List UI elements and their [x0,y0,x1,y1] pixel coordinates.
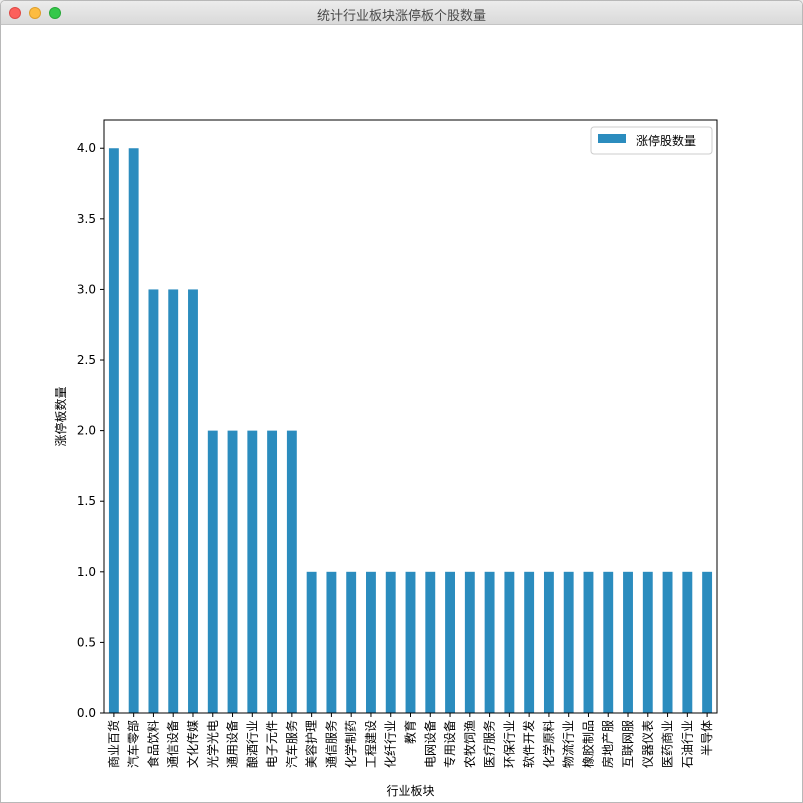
x-tick-label: 医药商业 [660,720,675,768]
bar-2 [148,289,159,713]
legend-box [590,126,713,155]
y-tick-label: 3.5 [77,212,96,226]
bar-16 [425,571,436,713]
x-tick-label: 物流行业 [562,720,576,768]
y-axis-label: 涨停板数量 [53,386,68,446]
x-tick-label: 仪器仪表 [641,720,655,768]
x-tick-label: 食品饮料 [145,720,160,768]
x-axis-ticks: 商业百货 汽车零部 食品饮料 通信设备 文化传媒 光学光电 通用设备 酿酒行业 电子元件 汽车服务… [106,713,714,768]
x-axis-label: 行业板块 [386,784,434,798]
bar-23 [563,571,574,713]
bar-19 [484,571,495,713]
x-tick-label: 化学原料 [541,720,556,768]
x-tick-label: 电子元件 [265,720,279,768]
x-tick-label: 农牧饲渔 [463,720,477,768]
legend: 涨停股数量 [590,126,713,155]
bar-9 [286,430,297,713]
x-tick-label: 通信服务 [323,720,338,768]
window-title: 统计行业板块涨停板个股数量 [316,9,486,24]
figure-canvas: 0.0 0.5 1.0 1.5 2.0 2.5 3.0 3.5 4.0 商业百货 汽车零部 食品饮料… [1,25,802,802]
y-tick-label: 0.5 [77,635,96,649]
x-tick-label: 工程建设 [363,720,378,768]
title-bar: 统计行业板块涨停板个股数量 [1,1,802,25]
bar-27 [642,571,653,713]
bar-10 [306,571,317,713]
bar-0 [108,148,119,713]
x-tick-label: 商业百货 [106,720,121,768]
bars-layer [108,148,713,713]
x-tick-label: 汽车服务 [284,720,299,768]
bar-13 [366,571,376,713]
x-tick-label: 美容护理 [304,720,319,768]
y-tick-label: 2.5 [77,353,96,367]
bar-3 [168,289,179,713]
bar-6 [227,430,238,713]
x-tick-label: 石油行业 [680,720,694,768]
y-tick-label: 2.0 [77,424,96,438]
maximize-window-button[interactable] [49,7,61,19]
bar-8 [267,430,278,713]
bar-4 [188,289,198,713]
x-tick-label: 互联网服 [621,720,635,768]
bar-15 [405,571,416,713]
x-tick-label: 光学光电 [205,720,220,768]
x-tick-label: 环保行业 [502,720,516,768]
x-tick-label: 专用设备 [442,720,457,768]
x-tick-label: 化纤行业 [384,720,398,768]
minimize-window-button[interactable] [29,7,41,19]
x-tick-label: 医疗服务 [482,720,497,768]
bar-22 [543,571,554,713]
x-tick-label: 教育 [403,720,418,744]
bar-30 [702,571,713,713]
x-tick-label: 通信设备 [166,720,180,768]
bar-28 [662,571,673,713]
bar-14 [385,571,396,713]
y-tick-label: 3.0 [77,282,96,296]
bar-20 [504,571,515,713]
x-tick-label: 房地产服 [600,720,615,768]
x-tick-label: 橡胶制品 [580,720,595,768]
bar-26 [623,571,633,713]
x-tick-label: 软件开发 [521,720,536,768]
legend-label: 涨停股数量 [636,133,696,148]
y-axis-ticks: 0.0 0.5 1.0 1.5 2.0 2.5 3.0 3.5 4.0 [77,141,104,720]
bar-12 [346,571,357,713]
x-tick-label: 化学制药 [343,720,358,768]
close-window-button[interactable] [9,7,21,19]
x-tick-label: 文化传媒 [185,720,200,768]
bar-21 [524,571,535,713]
x-tick-label: 电网设备 [423,720,437,768]
y-tick-label: 4.0 [77,141,96,155]
x-tick-label: 半导体 [700,720,714,756]
bar-7 [247,430,258,713]
x-tick-label: 汽车零部 [126,720,141,768]
bar-17 [445,571,455,713]
bar-25 [603,571,614,713]
legend-swatch [598,134,626,143]
bar-11 [326,571,337,713]
bar-chart: 0.0 0.5 1.0 1.5 2.0 2.5 3.0 3.5 4.0 商业百货 汽车零部 食品饮料… [53,119,718,798]
x-tick-label: 通用设备 [226,720,240,768]
bar-18 [464,571,475,713]
y-tick-label: 1.0 [77,565,96,579]
bar-1 [128,148,139,713]
bar-29 [682,571,693,713]
y-tick-label: 1.5 [77,494,96,508]
bar-5 [207,430,218,713]
x-tick-label: 酿酒行业 [244,720,259,768]
y-tick-label: 0.0 [77,706,96,720]
bar-24 [583,571,594,713]
